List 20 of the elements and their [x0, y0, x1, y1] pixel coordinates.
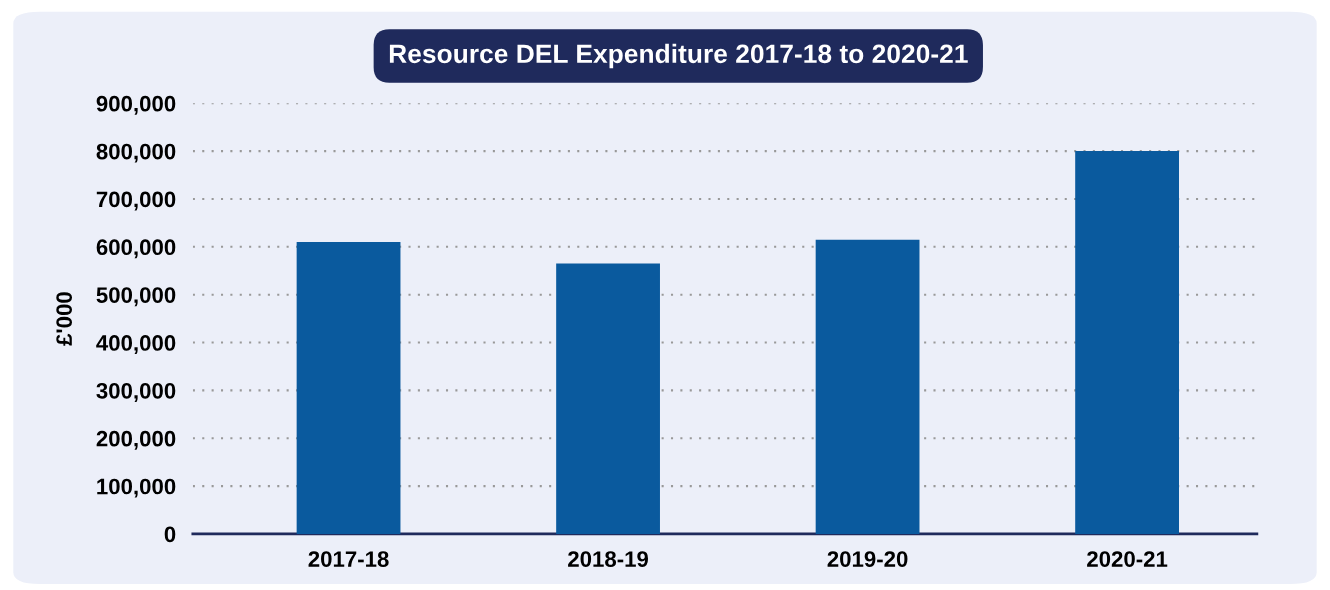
y-tick-label: 900,000 [96, 95, 176, 115]
x-tick-label: 2018-19 [568, 551, 649, 567]
y-tick-label: 800,000 [96, 143, 176, 163]
chart-title: Resource DEL Expenditure 2017-18 to 2020-21 [389, 43, 968, 69]
bar [296, 242, 401, 534]
y-tick-label: 600,000 [96, 239, 176, 259]
x-tick-label: 2020-21 [1087, 551, 1168, 567]
x-tick-label: 2017-18 [308, 551, 389, 567]
y-axis-title: £'000 [56, 292, 73, 346]
y-tick-label: 200,000 [96, 430, 176, 450]
y-tick-label: 400,000 [96, 335, 176, 355]
y-tick-label: 100,000 [97, 478, 176, 498]
y-tick-label: 0 [164, 526, 176, 543]
y-tick-label: 500,000 [96, 287, 176, 307]
bar [1075, 151, 1179, 534]
bar [556, 263, 660, 534]
y-tick-label: 300,000 [96, 382, 176, 402]
y-tick-label: 700,000 [96, 191, 176, 211]
x-tick-label: 2019-20 [827, 551, 908, 567]
bar [815, 239, 920, 534]
